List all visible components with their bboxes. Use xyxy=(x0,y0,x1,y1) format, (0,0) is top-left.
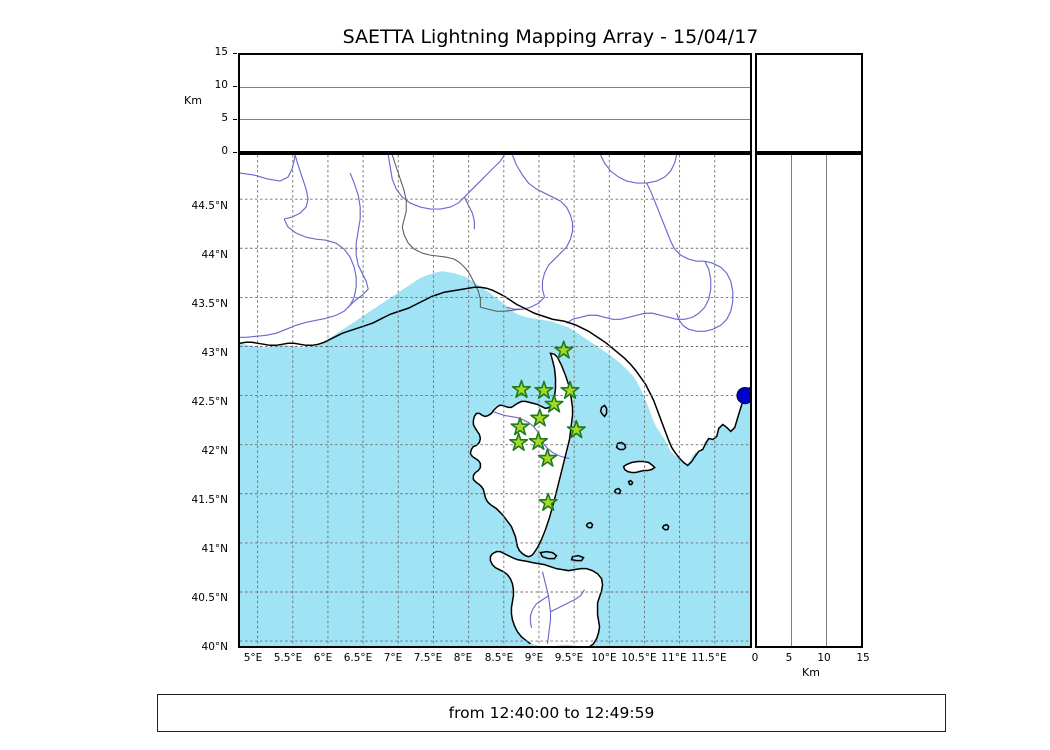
tick-lon-5E: 5°E xyxy=(243,652,263,664)
tickmark-0 xyxy=(233,152,237,153)
time-range-text: from 12:40:00 to 12:49:59 xyxy=(448,704,655,722)
status-bar: from 12:40:00 to 12:49:59 xyxy=(157,694,946,732)
gridline-5km xyxy=(240,118,750,120)
map-gridlines xyxy=(240,155,750,646)
coastlines-layer xyxy=(240,286,750,646)
altitude-latitude-plot-area xyxy=(757,155,861,646)
tick-lat-44N: 44°N xyxy=(201,249,228,261)
tick-lat-43.5N: 43.5°N xyxy=(191,298,228,310)
gridline-5km-right xyxy=(791,155,793,646)
tick-lon-10E: 10°E xyxy=(591,652,617,664)
tick-lon-11E: 11°E xyxy=(661,652,687,664)
tick-right-15: 15 xyxy=(856,652,870,664)
tick-right-0: 0 xyxy=(751,652,759,664)
gridline-10km-right xyxy=(825,155,827,646)
tick-lat-41N: 41°N xyxy=(201,543,228,555)
altitude-longitude-panel xyxy=(238,53,752,153)
tick-lon-11.5E: 11.5°E xyxy=(691,652,727,664)
tick-lon-8E: 8°E xyxy=(453,652,473,664)
mainland-europe-landmass xyxy=(240,155,750,466)
tick-lon-6.5E: 6.5°E xyxy=(343,652,373,664)
tick-lon-10.5E: 10.5°E xyxy=(621,652,657,664)
altitude-longitude-plot-area xyxy=(240,55,750,151)
page-title: SAETTA Lightning Mapping Array - 15/04/1… xyxy=(342,26,759,48)
tick-right-10: 10 xyxy=(817,652,831,664)
tick-right-5: 5 xyxy=(785,652,793,664)
lightning-source-marker[interactable] xyxy=(736,386,750,405)
tick-lon-9.5E: 9.5°E xyxy=(554,652,584,664)
tick-lat-44.5N: 44.5°N xyxy=(191,200,228,212)
tick-lon-9E: 9°E xyxy=(524,652,544,664)
tick-lat-43N: 43°N xyxy=(201,347,228,359)
tick-lat-42N: 42°N xyxy=(201,445,228,457)
tick-lon-7E: 7°E xyxy=(383,652,403,664)
altitude-latitude-panel xyxy=(755,153,863,648)
tick-lat-42.5N: 42.5°N xyxy=(191,396,228,408)
tick-top-5: 5 xyxy=(221,112,228,124)
corner-panel xyxy=(755,53,863,153)
tick-lat-40.5N: 40.5°N xyxy=(191,592,228,604)
gridline-10km xyxy=(240,86,750,88)
tick-lat-41.5N: 41.5°N xyxy=(191,494,228,506)
tickmark-10 xyxy=(233,86,237,87)
tickmark-5 xyxy=(233,119,237,120)
borders-layer xyxy=(391,155,521,312)
map-panel[interactable] xyxy=(238,153,752,648)
map-svg xyxy=(240,155,750,646)
tick-lon-7.5E: 7.5°E xyxy=(413,652,443,664)
right-panel-axis-label: Km xyxy=(802,666,820,679)
top-panel-axis-label: Km xyxy=(184,94,202,107)
tick-lon-5.5E: 5.5°E xyxy=(273,652,303,664)
tick-lat-40N: 40°N xyxy=(201,641,228,653)
tickmark-15 xyxy=(233,53,237,54)
tick-lon-8.5E: 8.5°E xyxy=(484,652,514,664)
tick-top-0: 0 xyxy=(221,145,228,157)
tick-top-10: 10 xyxy=(214,79,228,91)
tick-top-15: 15 xyxy=(214,46,228,58)
tick-lon-6E: 6°E xyxy=(313,652,333,664)
